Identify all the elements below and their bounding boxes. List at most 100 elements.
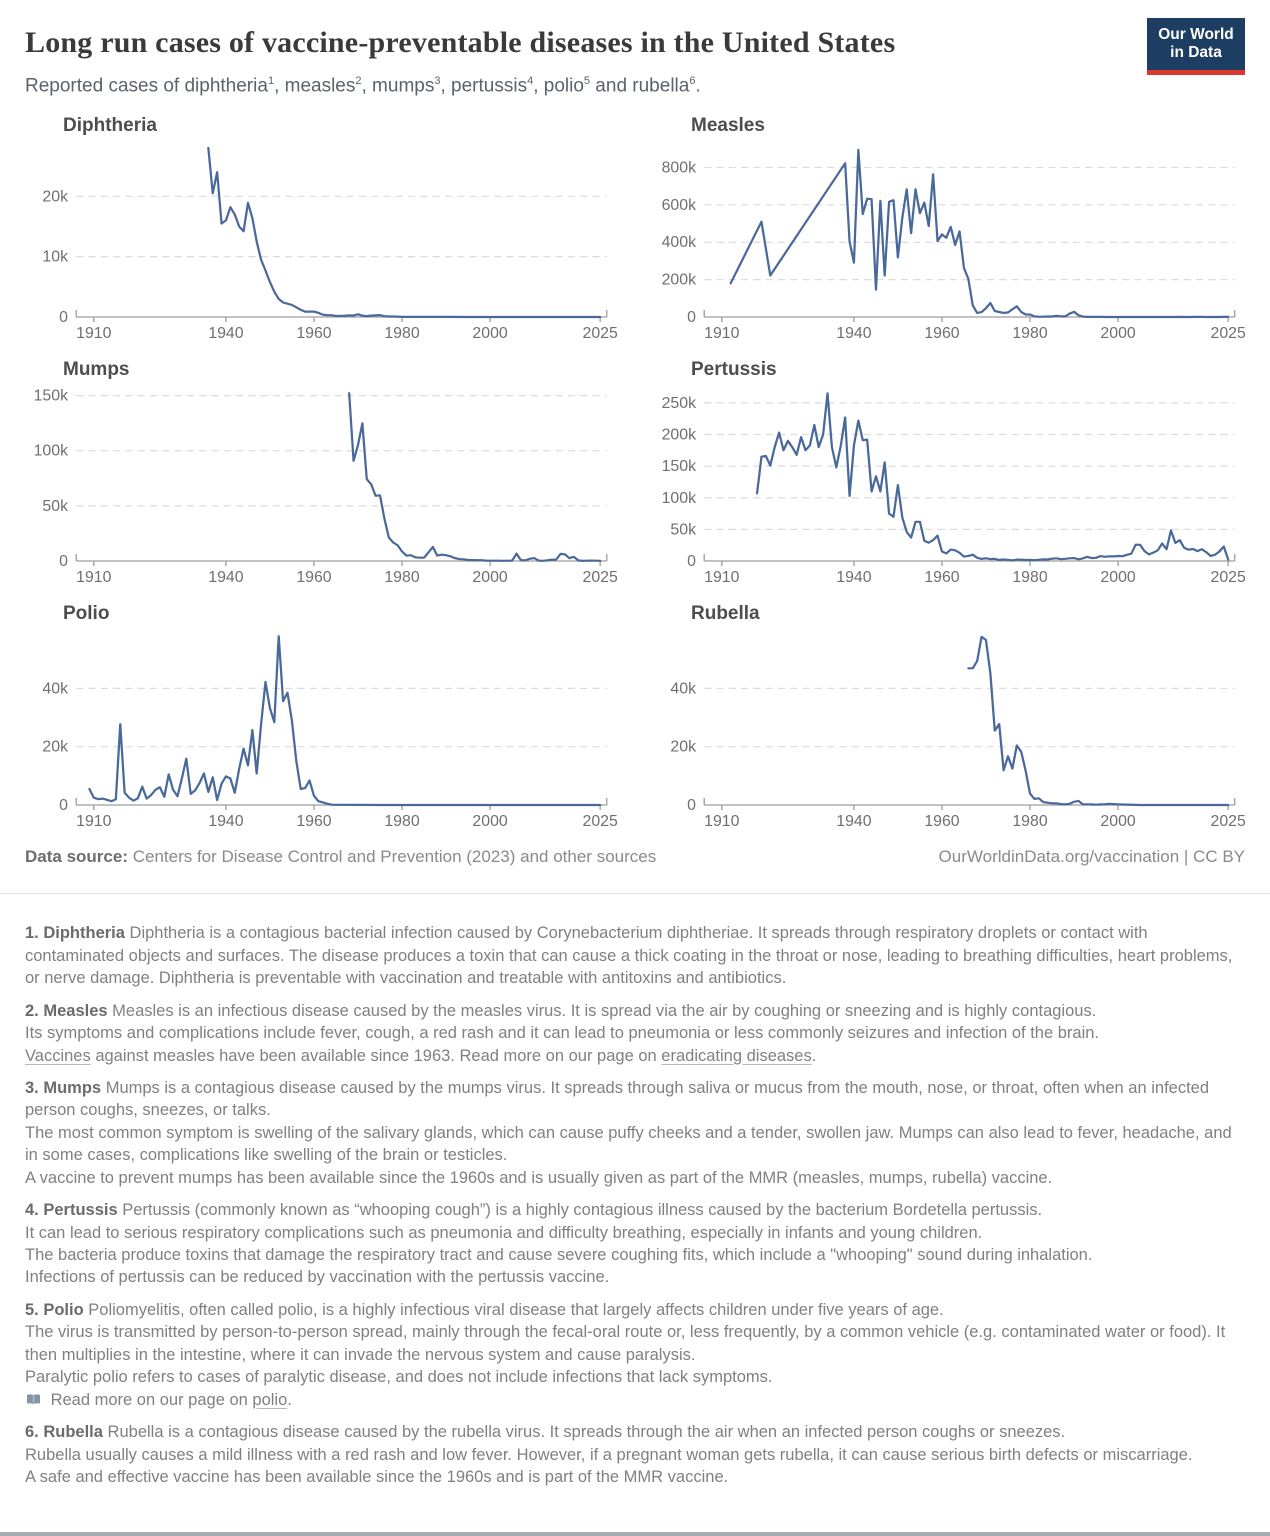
x-tick-label: 2025: [583, 325, 617, 342]
x-tick-label: 2000: [472, 325, 508, 342]
source-row: Data source: Centers for Disease Control…: [0, 833, 1270, 867]
y-tick-label: 0: [687, 309, 696, 326]
y-tick-label: 20k: [42, 189, 68, 206]
x-tick-label: 2000: [1100, 325, 1136, 342]
link-vaccines[interactable]: Vaccines: [25, 1046, 91, 1065]
footnote-marker: 5: [583, 75, 591, 87]
y-tick-label: 10k: [42, 249, 68, 266]
y-tick-label: 100k: [34, 443, 69, 460]
data-line-diphtheria: [207, 147, 602, 319]
data-source: Data source: Centers for Disease Control…: [25, 847, 656, 867]
footnote-marker: 2: [355, 75, 362, 87]
y-tick-label: 20k: [670, 739, 696, 756]
owid-logo-line1: Our World: [1158, 26, 1234, 44]
x-tick-label: 2000: [472, 569, 508, 586]
chart-polio: Polio 0 20k 40k 1910 1940 1960 1980 2000 2025: [25, 597, 617, 833]
x-axis: 1910 1940 1960 1980 2000 2025: [703, 798, 1245, 830]
x-tick-label: 1980: [384, 813, 420, 830]
data-line-pertussis: [755, 392, 1230, 562]
chart-title-mumps: Mumps: [63, 359, 130, 381]
y-tick-label: 600k: [662, 197, 697, 214]
footnote-1: 1. Diphtheria Diphtheria is a contagious…: [25, 924, 1233, 988]
y-gridlines: 0 50k 100k 150k 200k 250k: [662, 395, 1235, 570]
data-source-label: Data source:: [25, 847, 128, 867]
y-tick-label: 200k: [662, 272, 697, 289]
x-axis: 1910 1940 1960 1980 2000 2025: [75, 554, 617, 586]
footnote-2: 2. Measles Measles is an infectious dise…: [25, 1001, 1099, 1065]
y-gridlines: 0 20k 40k: [670, 681, 1235, 814]
chart-plot-mumps: 0 50k 100k 150k 1910 1940 1960 1980 2000 2025: [34, 388, 617, 586]
footnote-lead: 1. Diphtheria: [25, 924, 125, 943]
x-tick-label: 1940: [208, 813, 244, 830]
footnote-lead: 3. Mumps: [25, 1078, 102, 1097]
y-tick-label: 0: [59, 797, 68, 814]
header: Long run cases of vaccine-preventable di…: [0, 0, 1270, 97]
x-tick-label: 1980: [384, 325, 420, 342]
chart-title-polio: Polio: [63, 603, 110, 625]
data-line-measles: [729, 149, 1230, 319]
y-tick-label: 0: [687, 553, 696, 570]
y-tick-label: 150k: [34, 388, 69, 405]
footnote-marker: 4: [527, 75, 534, 87]
y-tick-label: 50k: [670, 522, 696, 539]
link-eradicating-diseases[interactable]: eradicating diseases: [661, 1046, 812, 1065]
y-gridlines: 0 200k 400k 600k 800k: [662, 160, 1235, 326]
x-tick-label: 1980: [384, 569, 420, 586]
x-tick-label: 2000: [1100, 813, 1136, 830]
link-polio[interactable]: polio: [252, 1390, 288, 1409]
owid-logo[interactable]: Our World in Data: [1147, 18, 1245, 75]
data-line-polio: [88, 635, 602, 807]
y-tick-label: 100k: [662, 490, 697, 507]
footnote-marker: 6: [689, 75, 696, 87]
chart-diphtheria: Diphtheria 0 10k 20k 1910 1940 1960 1980 2000 20…: [25, 109, 617, 345]
data-line-rubella: [967, 636, 1230, 807]
footnote-marker: 1: [267, 75, 275, 87]
y-tick-label: 40k: [670, 681, 696, 698]
x-tick-label: 2025: [1211, 813, 1245, 830]
book-icon: [25, 1393, 42, 1406]
footnote-marker: 3: [434, 75, 441, 87]
x-tick-label: 1910: [76, 325, 112, 342]
x-tick-label: 1960: [296, 813, 332, 830]
x-tick-label: 2025: [583, 569, 617, 586]
footnote-4: 4. Pertussis Pertussis (commonly known a…: [25, 1201, 1093, 1287]
y-tick-label: 50k: [42, 498, 68, 515]
data-source-text: Centers for Disease Control and Preventi…: [127, 847, 657, 867]
y-tick-label: 150k: [662, 459, 697, 476]
footnote-3: 3. Mumps Mumps is a contagious disease c…: [25, 1078, 1232, 1187]
source-link[interactable]: OurWorldinData.org/vaccination | CC BY: [938, 847, 1245, 867]
y-tick-label: 40k: [42, 681, 68, 698]
x-tick-label: 2000: [1100, 569, 1136, 586]
footnotes: 1. Diphtheria Diphtheria is a contagious…: [0, 894, 1270, 1488]
x-tick-label: 1910: [704, 569, 740, 586]
chart-title-diphtheria: Diphtheria: [63, 115, 157, 137]
chart-plot-measles: 0 200k 400k 600k 800k 1910 1940 1960 1980 2000 202…: [662, 149, 1245, 342]
chart-measles: Measles 0 200k 400k 600k 800k 1910 1940 1960 198…: [653, 109, 1245, 345]
x-tick-label: 1940: [836, 569, 872, 586]
chart-plot-pertussis: 0 50k 100k 150k 200k 250k 1910 1940 1960 1980 2000…: [662, 392, 1245, 586]
x-tick-label: 2025: [1211, 569, 1245, 586]
y-gridlines: 0 20k 40k: [42, 681, 607, 814]
y-tick-label: 400k: [662, 235, 697, 252]
x-tick-label: 1940: [836, 325, 872, 342]
y-tick-label: 800k: [662, 160, 697, 177]
footnote-5: 5. Polio Poliomyelitis, often called pol…: [25, 1300, 1226, 1409]
footnote-lead: 6. Rubella: [25, 1423, 103, 1442]
chart-rubella: Rubella 0 20k 40k 1910 1940 1960 1980 2000 2025: [653, 597, 1245, 833]
footnote-lead: 5. Polio: [25, 1300, 84, 1319]
x-tick-label: 1960: [296, 569, 332, 586]
chart-title-rubella: Rubella: [691, 603, 760, 625]
x-axis: 1910 1940 1960 1980 2000 2025: [703, 554, 1245, 586]
chart-pertussis: Pertussis 0 50k 100k 150k 200k 250k 1910 1940 19…: [653, 353, 1245, 589]
y-tick-label: 20k: [42, 739, 68, 756]
owid-logo-line2: in Data: [1170, 44, 1222, 61]
footnote-lead: 4. Pertussis: [25, 1201, 118, 1220]
footnote-lead: 2. Measles: [25, 1001, 108, 1020]
x-tick-label: 1910: [76, 569, 112, 586]
x-tick-label: 1960: [924, 325, 960, 342]
chart-plot-rubella: 0 20k 40k 1910 1940 1960 1980 2000 2025: [670, 636, 1245, 830]
x-tick-label: 2025: [1211, 325, 1245, 342]
x-tick-label: 1980: [1012, 569, 1048, 586]
page-title: Long run cases of vaccine-preventable di…: [25, 26, 896, 59]
